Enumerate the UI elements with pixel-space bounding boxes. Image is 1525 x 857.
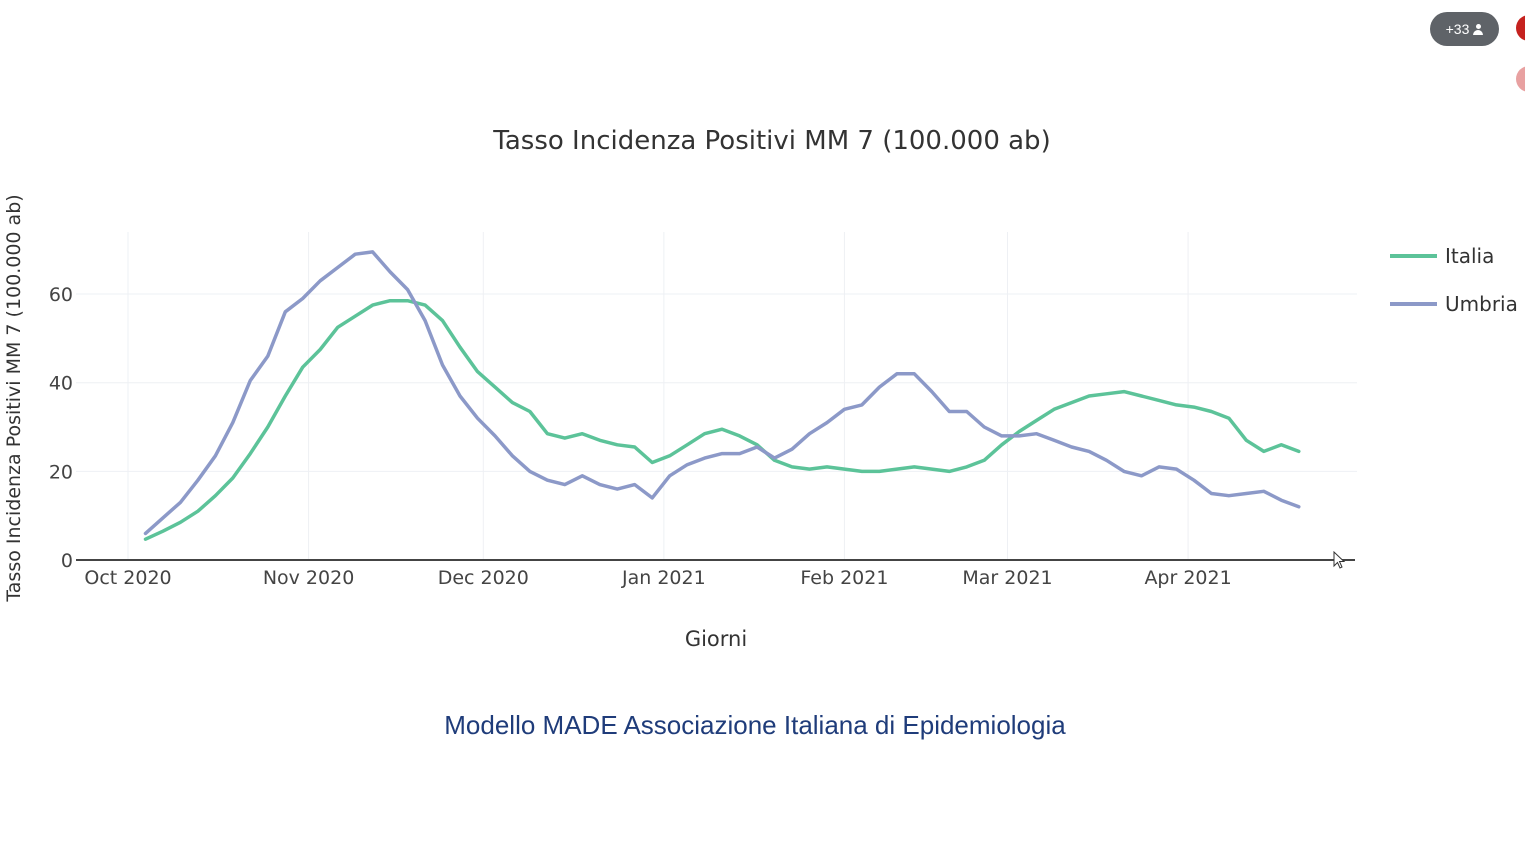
legend-label-umbria: Umbria: [1445, 292, 1518, 316]
series-line-italia: [143, 298, 1301, 541]
person-icon: [1473, 23, 1484, 35]
participants-badge[interactable]: +33: [1430, 12, 1499, 46]
chart-legend: Italia Umbria: [1390, 244, 1518, 316]
chart-axes: Oct 2020 Nov 2020 Dec 2020 Jan 2021 Feb 2021…: [49, 284, 1355, 589]
y-axis-title: Tasso Incidenza Positivi MM 7 (100.000 a…: [3, 194, 25, 602]
x-tick-label: Oct 2020: [84, 567, 171, 589]
y-tick-label: 60: [49, 284, 73, 306]
y-tick-label: 0: [61, 550, 73, 572]
mouse-cursor-icon: [1333, 551, 1346, 569]
chart-lines: [143, 250, 1301, 541]
x-tick-label: Jan 2021: [621, 567, 706, 589]
x-tick-label: Feb 2021: [800, 567, 888, 589]
chart-grid: [76, 232, 1357, 560]
x-tick-label: Mar 2021: [962, 567, 1052, 589]
avatar[interactable]: [1516, 66, 1525, 92]
participants-count: +33: [1445, 21, 1470, 37]
x-tick-label: Nov 2020: [263, 567, 354, 589]
x-tick-label: Dec 2020: [438, 567, 529, 589]
avatar[interactable]: [1516, 15, 1525, 41]
slide-caption: Modello MADE Associazione Italiana di Ep…: [444, 710, 1066, 740]
y-tick-label: 20: [49, 461, 73, 483]
x-tick-label: Apr 2021: [1144, 567, 1231, 589]
x-axis-title: Giorni: [685, 627, 747, 651]
y-tick-label: 40: [49, 373, 73, 395]
chart-title: Tasso Incidenza Positivi MM 7 (100.000 a…: [492, 126, 1050, 156]
legend-label-italia: Italia: [1445, 244, 1494, 268]
series-line-umbria: [143, 250, 1301, 536]
